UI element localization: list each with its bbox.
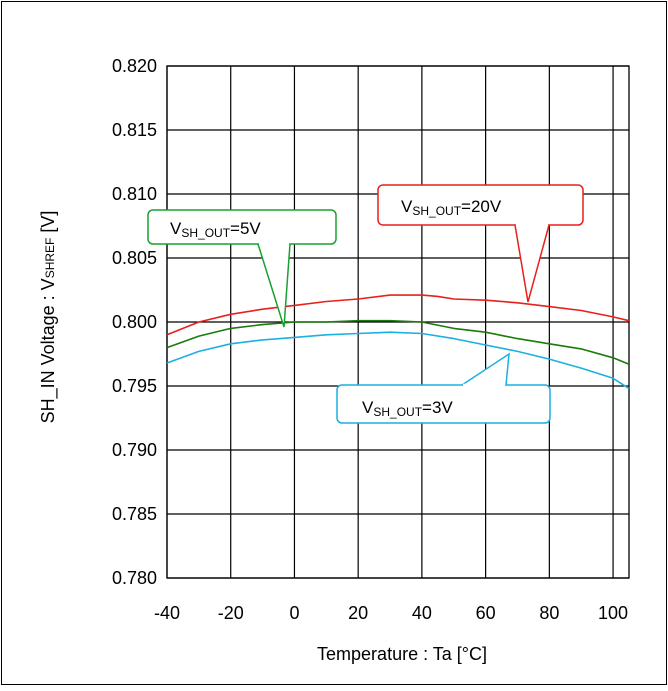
y-tick-labels: 0.780 0.785 0.790 0.795 0.800 0.805 0.810 0.815… — [112, 56, 157, 588]
y-axis-label-sub: SHREF — [43, 238, 57, 279]
x-tick-label: 0 — [289, 603, 299, 623]
callout-pointer-fill — [515, 225, 549, 302]
y-tick-label: 0.815 — [112, 120, 157, 140]
callout-label-tail: =3V — [422, 398, 453, 417]
callout-label: VSH_OUT=3V — [362, 398, 453, 419]
callout-label: VSH_OUT=20V — [401, 197, 502, 218]
x-tick-label: -40 — [154, 603, 180, 623]
y-tick-label: 0.780 — [112, 568, 157, 588]
series-line-3v — [166, 331, 630, 390]
callout-label-tail: =5V — [230, 219, 261, 238]
plot-area-border — [166, 65, 630, 579]
series-line-20v — [166, 294, 630, 336]
y-tick-label: 0.790 — [112, 440, 157, 460]
x-tick-label: 60 — [476, 603, 496, 623]
callout-label-tail: =20V — [461, 197, 502, 216]
callout-box — [377, 184, 584, 226]
callout-box — [147, 209, 337, 245]
y-axis-label-main: SH_IN Voltage : V — [38, 278, 59, 423]
callout-label-main: V — [362, 398, 374, 417]
callout-box — [336, 384, 551, 424]
y-axis-label-unit: [V] — [38, 211, 58, 238]
series-layer — [166, 294, 630, 390]
callout-pointer — [461, 352, 510, 386]
x-tick-label: 100 — [598, 603, 628, 623]
callout-label: VSH_OUT=5V — [170, 219, 261, 240]
callout-pointer-fill — [258, 244, 290, 327]
callout-5v: VSH_OUT=5V — [147, 209, 337, 328]
y-tick-label: 0.795 — [112, 376, 157, 396]
callout-label-sub: SH_OUT — [412, 204, 461, 218]
y-axis-label: SH_IN Voltage : VSHREF [V] — [38, 211, 59, 424]
callout-pointer — [514, 224, 550, 303]
y-tick-label: 0.785 — [112, 504, 157, 524]
x-tick-labels: -40 -20 0 20 40 60 80 100 — [154, 603, 628, 623]
y-tick-label: 0.805 — [112, 248, 157, 268]
y-tick-label: 0.800 — [112, 312, 157, 332]
x-tick-label: 40 — [412, 603, 432, 623]
y-tick-label: 0.820 — [112, 56, 157, 76]
callout-label-main: V — [401, 197, 413, 216]
x-tick-label: 80 — [539, 603, 559, 623]
y-tick-label: 0.810 — [112, 184, 157, 204]
callout-20v: VSH_OUT=20V — [377, 184, 584, 303]
x-axis-label: Temperature : Ta [°C] — [317, 644, 487, 664]
series-line-5v — [166, 319, 630, 365]
callout-label-sub: SH_OUT — [373, 405, 422, 419]
callout-pointer — [257, 243, 291, 328]
x-tick-label: 20 — [348, 603, 368, 623]
callout-3v: VSH_OUT=3V — [336, 352, 551, 424]
callout-label-sub: SH_OUT — [181, 226, 230, 240]
x-tick-label: -20 — [218, 603, 244, 623]
callout-label-main: V — [170, 219, 182, 238]
